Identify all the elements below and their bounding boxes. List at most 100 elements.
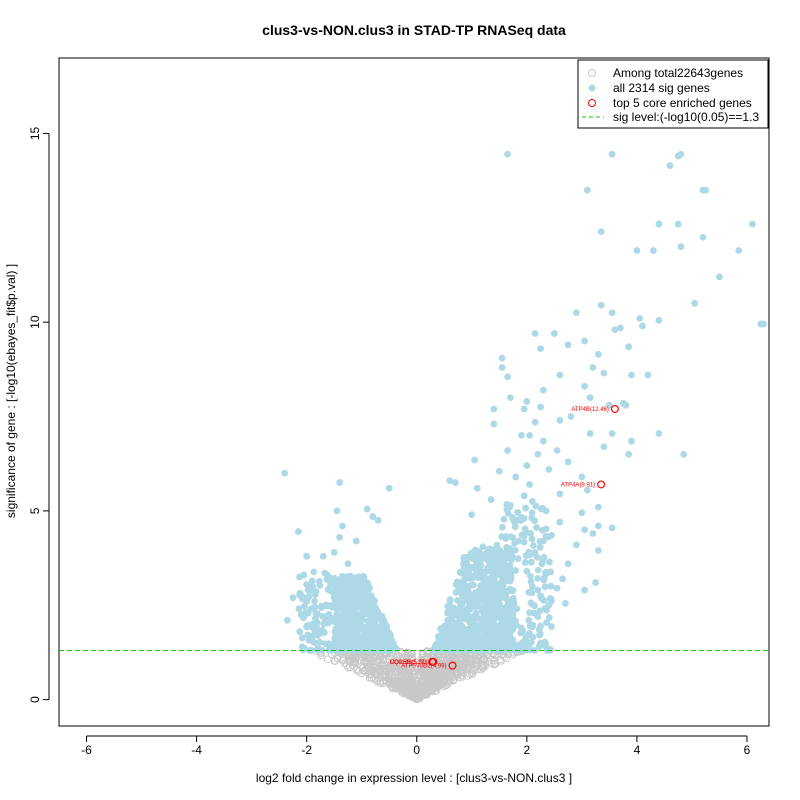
sig-point	[351, 591, 359, 599]
sig-point	[564, 560, 572, 568]
sig-point	[545, 465, 553, 473]
sig-point	[491, 552, 498, 560]
sig-point	[594, 547, 602, 554]
sig-point	[514, 508, 521, 516]
nonsig-point	[465, 662, 473, 670]
sig-point	[507, 533, 515, 541]
sig-point	[589, 530, 597, 537]
sig-point	[485, 583, 492, 591]
y-tick-label: 0	[28, 696, 42, 703]
y-tick-label: 5	[28, 507, 42, 514]
sig-point	[479, 625, 486, 633]
sig-point	[512, 567, 520, 574]
sig-point	[308, 620, 316, 628]
core-gene-point	[448, 661, 457, 670]
legend-label-siglevel: sig level:(-log10(0.05)==1.3	[613, 110, 759, 124]
y-tick-label: 10	[28, 315, 42, 329]
sig-point	[472, 632, 479, 639]
sig-point	[470, 581, 477, 589]
nonsig-point	[422, 689, 430, 698]
sig-point	[526, 481, 533, 488]
nonsig-point	[410, 687, 419, 695]
sig-point	[304, 609, 312, 616]
sig-point	[493, 541, 501, 549]
nonsig-point	[455, 664, 464, 673]
sig-point	[494, 564, 502, 572]
sig-point	[488, 611, 496, 619]
sig-point	[537, 403, 544, 411]
core-gene-point	[610, 404, 619, 413]
nonsig-point	[463, 672, 472, 680]
sig-point	[432, 646, 440, 654]
sig-point	[475, 548, 483, 556]
sig-point	[462, 560, 470, 568]
sig-point	[479, 591, 487, 599]
nonsig-point	[346, 663, 354, 672]
nonsig-point	[462, 653, 470, 662]
sig-point	[435, 638, 443, 646]
sig-point	[479, 646, 487, 654]
sig-point	[469, 555, 477, 563]
core-genes: ATP4B(12.46) ATP4A(9.91) UQCRH(5.31)ATP6V0…	[390, 404, 619, 670]
nonsig-point	[381, 667, 389, 675]
legend-marker-total	[588, 69, 596, 77]
sig-point	[479, 613, 487, 621]
nonsig-point	[351, 655, 360, 663]
sig-point	[597, 301, 605, 309]
nonsig-point	[384, 673, 393, 681]
nonsig-point	[385, 663, 393, 671]
sig-point	[506, 394, 514, 402]
sig-point	[559, 575, 567, 583]
nonsig-point	[392, 677, 401, 685]
sig-point	[547, 582, 555, 590]
sig-point	[540, 574, 548, 582]
nonsig-point	[423, 688, 432, 697]
sig-point	[513, 605, 521, 613]
sig-point	[384, 637, 392, 644]
sig-point	[336, 479, 344, 486]
sig-point	[304, 631, 312, 639]
sig-point	[353, 584, 360, 592]
sig-point	[644, 371, 652, 379]
nonsig-point	[398, 668, 406, 676]
sig-point	[366, 620, 374, 628]
sig-point	[534, 613, 542, 620]
legend-marker-core	[588, 99, 596, 107]
sig-point	[525, 588, 533, 596]
sig-point	[491, 625, 499, 633]
nonsig-point	[485, 653, 493, 662]
x-tick-label: 0	[413, 743, 420, 757]
sig-point	[735, 247, 743, 254]
sig-point	[478, 596, 486, 604]
nonsig-point	[440, 678, 449, 686]
nonsig-point	[365, 674, 374, 682]
sig-point	[514, 555, 522, 563]
sig-point	[487, 496, 495, 503]
sig-point	[572, 309, 580, 317]
sig-point	[475, 563, 483, 571]
sig-point	[545, 614, 553, 622]
nonsig-point	[333, 655, 342, 663]
sig-point	[506, 501, 514, 509]
sig-point	[528, 509, 536, 517]
sig-point	[548, 532, 555, 539]
nonsig-point	[361, 653, 370, 662]
sig-point	[537, 592, 544, 600]
core-gene-label: UQCRH(5.31)	[390, 660, 428, 666]
sig-point	[350, 632, 358, 640]
nonsig-point	[444, 676, 453, 684]
sig-point	[556, 371, 564, 379]
sig-point	[514, 516, 522, 524]
sig-point	[487, 599, 495, 607]
sig-point	[760, 320, 767, 328]
sig-point	[527, 529, 534, 537]
nonsig-point	[473, 665, 482, 674]
core-gene-label: ATP6V0D2(4.99)	[401, 664, 446, 670]
y-axis: 0 5 10 15	[28, 126, 50, 703]
sig-point	[446, 477, 454, 485]
sig-point	[625, 450, 633, 458]
sig-point	[520, 532, 528, 540]
sig-point	[379, 634, 387, 642]
sig-point	[309, 583, 317, 590]
